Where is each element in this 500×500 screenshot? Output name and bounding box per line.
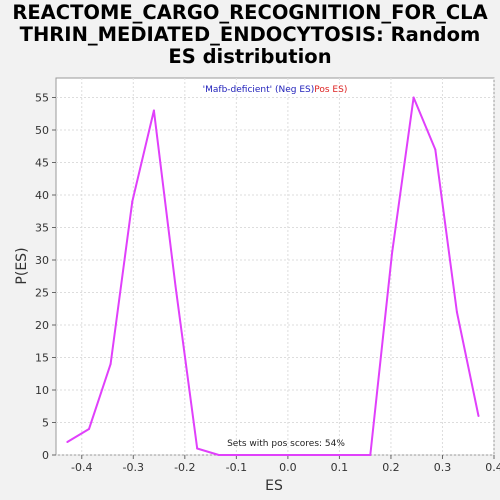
x-tick-label: -0.2 bbox=[174, 461, 195, 474]
data-point bbox=[239, 454, 241, 456]
x-tick-label: -0.3 bbox=[123, 461, 144, 474]
data-point bbox=[413, 97, 415, 99]
y-tick-label: 15 bbox=[35, 352, 49, 365]
data-point bbox=[261, 454, 263, 456]
y-tick-label: 55 bbox=[35, 92, 49, 105]
data-point bbox=[175, 285, 177, 287]
y-tick-label: 45 bbox=[35, 157, 49, 170]
x-tick-label: -0.4 bbox=[71, 461, 92, 474]
x-axis-label: ES bbox=[265, 478, 283, 494]
data-point bbox=[434, 149, 436, 151]
data-point bbox=[196, 448, 198, 450]
x-tick-label: 0.2 bbox=[382, 461, 400, 474]
legend-neg-label: 'Mafb-deficient' (Neg ES) bbox=[203, 85, 315, 95]
data-point bbox=[88, 428, 90, 430]
x-tick-label: 0.3 bbox=[434, 461, 452, 474]
data-point bbox=[391, 253, 393, 255]
data-point bbox=[131, 201, 133, 203]
y-tick-label: 5 bbox=[42, 417, 49, 430]
x-tick-label: 0.0 bbox=[279, 461, 297, 474]
annotation-pos-scores: Sets with pos scores: 54% bbox=[227, 439, 345, 449]
data-point bbox=[283, 454, 285, 456]
y-tick-label: 40 bbox=[35, 189, 49, 202]
data-point bbox=[218, 454, 220, 456]
y-tick-label: 30 bbox=[35, 254, 49, 267]
y-tick-label: 25 bbox=[35, 287, 49, 300]
data-point bbox=[478, 415, 480, 417]
data-point bbox=[456, 311, 458, 313]
data-point bbox=[348, 454, 350, 456]
y-tick-label: 0 bbox=[42, 449, 49, 462]
x-tick-label: -0.1 bbox=[226, 461, 247, 474]
x-tick-label: 0.1 bbox=[331, 461, 349, 474]
y-tick-label: 35 bbox=[35, 222, 49, 235]
data-point bbox=[110, 363, 112, 365]
data-point bbox=[326, 454, 328, 456]
data-point bbox=[369, 454, 371, 456]
data-point bbox=[304, 454, 306, 456]
x-tick-label: 0.4 bbox=[485, 461, 500, 474]
legend-pos-label: Pos ES) bbox=[314, 85, 347, 95]
data-point bbox=[153, 110, 155, 112]
y-tick-label: 20 bbox=[35, 319, 49, 332]
legend: 'Mafb-deficient' (Neg ES)Pos ES) bbox=[203, 85, 348, 95]
y-axis-label: P(ES) bbox=[14, 247, 30, 284]
y-tick-label: 10 bbox=[35, 384, 49, 397]
y-tick-label: 50 bbox=[35, 124, 49, 137]
data-point bbox=[66, 441, 68, 443]
